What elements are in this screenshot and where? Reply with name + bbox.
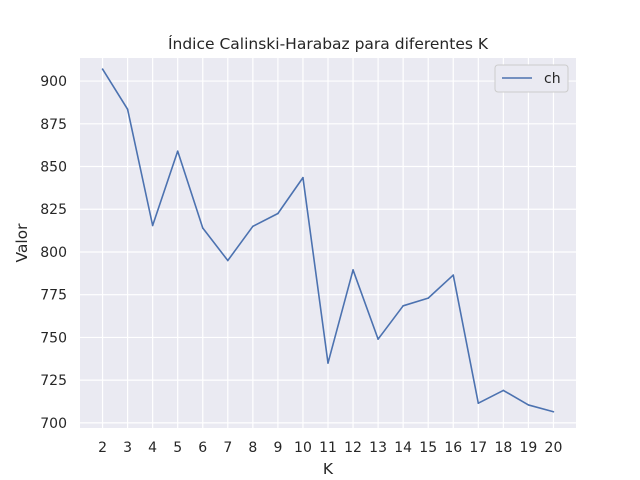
x-tick-label: 19 (519, 440, 537, 456)
chart-title: Índice Calinski-Harabaz para diferentes … (168, 34, 489, 53)
x-tick-label: 7 (223, 440, 232, 456)
x-tick-label: 11 (319, 440, 337, 456)
y-tick-label: 900 (40, 74, 67, 90)
data-point (327, 362, 329, 364)
x-axis-label: K (323, 460, 334, 478)
data-point (252, 225, 254, 228)
y-axis-ticks: 700 725 750 775 800 825 850 875 900 (40, 74, 67, 432)
data-point (126, 108, 129, 111)
x-tick-label: 15 (419, 440, 437, 456)
y-axis-label: Valor (13, 223, 31, 263)
series-layer (101, 68, 555, 413)
x-tick-label: 9 (273, 440, 282, 456)
x-tick-label: 13 (369, 440, 387, 456)
x-tick-label: 3 (123, 440, 132, 456)
data-point (502, 389, 505, 392)
data-point (151, 224, 154, 227)
data-point (477, 402, 480, 405)
data-point (352, 269, 354, 271)
data-point (101, 68, 104, 70)
x-tick-label: 2 (98, 440, 107, 456)
data-point (302, 176, 304, 179)
x-tick-label: 8 (248, 440, 257, 456)
legend: ch (494, 64, 569, 93)
data-point (402, 305, 404, 307)
x-tick-label: 20 (545, 440, 563, 456)
x-tick-label: 16 (444, 440, 462, 456)
legend-label-ch: ch (544, 71, 561, 87)
y-tick-label: 800 (40, 245, 67, 261)
data-point (277, 212, 279, 215)
y-tick-label: 825 (40, 202, 67, 218)
x-tick-label: 6 (198, 440, 207, 456)
data-point (452, 274, 455, 276)
grid (80, 58, 576, 428)
data-point (552, 410, 555, 413)
y-tick-label: 875 (40, 117, 67, 133)
y-tick-label: 700 (40, 416, 67, 432)
x-tick-label: 4 (148, 440, 157, 456)
data-point (226, 259, 229, 262)
y-tick-label: 775 (40, 288, 67, 304)
x-tick-label: 17 (469, 440, 487, 456)
y-tick-label: 850 (40, 160, 67, 176)
y-tick-label: 725 (40, 373, 67, 389)
x-tick-label: 18 (494, 440, 512, 456)
x-axis-ticks: 2 3 4 5 6 7 8 9 10 11 12 13 14 15 16 17 18 19 20 (98, 440, 562, 456)
data-point (527, 404, 530, 406)
data-point (176, 150, 179, 152)
data-point (201, 227, 204, 229)
x-tick-label: 14 (394, 440, 412, 456)
x-tick-label: 5 (173, 440, 182, 456)
data-point (427, 297, 430, 299)
data-point (377, 338, 379, 340)
x-tick-label: 12 (344, 440, 362, 456)
x-tick-label: 10 (294, 440, 312, 456)
y-tick-label: 750 (40, 330, 67, 346)
